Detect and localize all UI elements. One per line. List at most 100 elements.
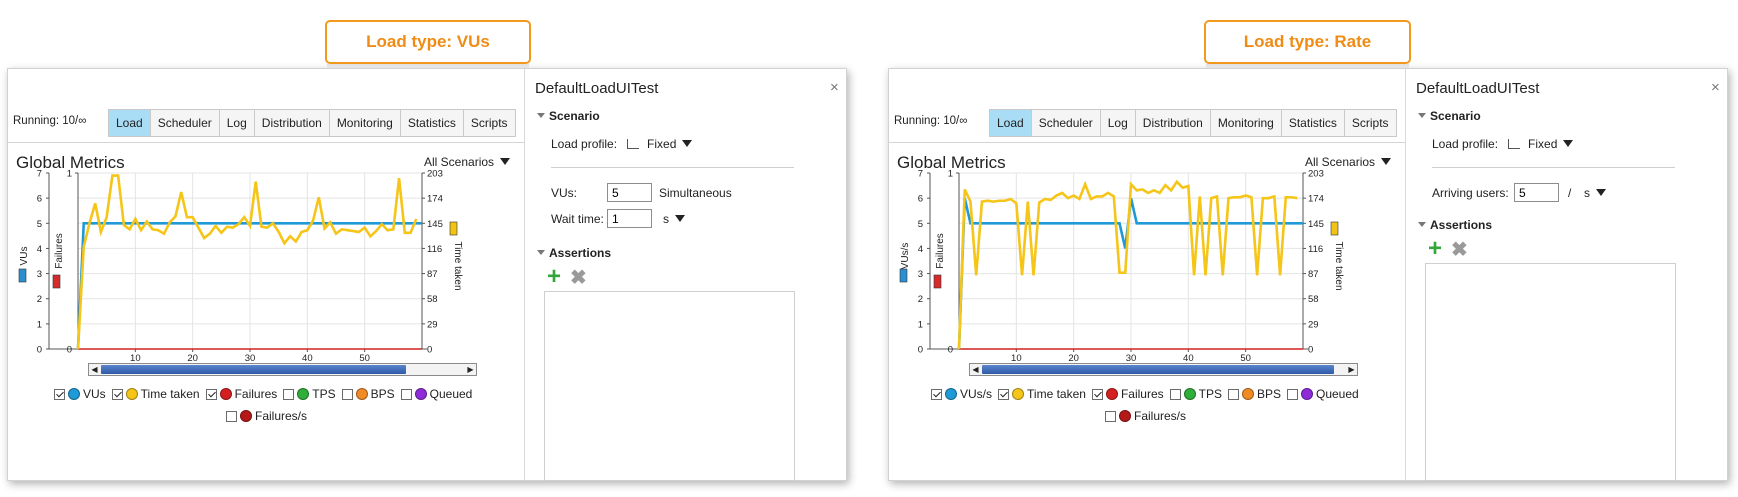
load-profile-dropdown[interactable]: Fixed [647, 137, 693, 151]
legend-failures-per-s[interactable]: Failures/s [1105, 409, 1186, 423]
metrics-title: Global Metrics [16, 153, 125, 172]
scenario-filter-dropdown[interactable]: All Scenarios [1305, 155, 1392, 169]
tab-statistics[interactable]: Statistics [1281, 110, 1345, 136]
load-profile-dropdown[interactable]: Fixed [1528, 137, 1574, 151]
arriving-unit-dropdown[interactable]: s [1584, 186, 1606, 200]
legend-failures-per-s-color-icon [1119, 410, 1131, 422]
legend-vus-per-s-color-icon [945, 388, 957, 400]
scenario-filter-dropdown[interactable]: All Scenarios [424, 155, 511, 169]
legend-failures-checkbox[interactable] [1091, 388, 1103, 400]
add-assertion-icon[interactable]: + [547, 263, 562, 290]
legend-queued[interactable]: Queued [400, 387, 472, 401]
assertions-section-label: Assertions [549, 246, 612, 260]
legend-bps-checkbox[interactable] [341, 388, 353, 400]
tab-distribution[interactable]: Distribution [254, 110, 330, 136]
legend-queued[interactable]: Queued [1286, 387, 1359, 401]
remove-assertion-icon[interactable]: ✖ [1451, 239, 1468, 261]
tab-scripts[interactable]: Scripts [1344, 110, 1396, 136]
tab-log[interactable]: Log [1100, 110, 1136, 136]
legend-failures-checkbox[interactable] [205, 388, 217, 400]
scrollbar-thumb[interactable] [982, 365, 1335, 374]
tab-log[interactable]: Log [219, 110, 255, 136]
legend-vus[interactable]: VUs [54, 387, 106, 401]
scroll-left-icon[interactable]: ◀ [91, 365, 98, 374]
legend-bps-checkbox[interactable] [1227, 388, 1239, 400]
chart-failures-tick-label: 0 [948, 345, 953, 356]
assertions-section-header[interactable]: Assertions [537, 246, 611, 260]
chart-left-tick-label: 0 [918, 345, 923, 356]
legend-failures[interactable]: Failures [1091, 387, 1164, 401]
chart-x-tick-label: 20 [1068, 353, 1079, 364]
tab-scheduler[interactable]: Scheduler [150, 110, 220, 136]
assertions-list[interactable] [544, 291, 795, 481]
legend-time-taken-color-icon [1012, 388, 1025, 400]
chart-right-tick-label: 29 [427, 319, 438, 330]
legend-failures-per-s-checkbox[interactable] [1105, 410, 1116, 422]
wait-time-input[interactable] [607, 209, 652, 228]
legend-tps[interactable]: TPS [283, 387, 336, 401]
load-profile-value: Fixed [1528, 137, 1558, 151]
legend-queued-checkbox[interactable] [400, 388, 412, 400]
dropdown-arrow-icon [1381, 158, 1392, 165]
chart-right-axis-title: Time taken [452, 241, 463, 290]
scenario-section-header[interactable]: Scenario [537, 109, 600, 123]
collapse-arrow-icon [537, 250, 545, 255]
tab-scripts[interactable]: Scripts [463, 110, 515, 136]
scroll-right-icon[interactable]: ▶ [1348, 365, 1355, 374]
tab-monitoring[interactable]: Monitoring [1210, 110, 1282, 136]
legend-bps[interactable]: BPS [1227, 387, 1281, 401]
chart-scrollbar[interactable]: ◀ ▶ [88, 363, 477, 376]
close-icon[interactable]: × [1711, 79, 1720, 96]
chart-right-tick-label: 87 [1308, 269, 1319, 280]
wait-unit-dropdown[interactable]: s [663, 212, 685, 226]
vus-input[interactable] [607, 183, 652, 202]
legend-vus-per-s-checkbox[interactable] [931, 388, 942, 400]
legend-failures-per-s[interactable]: Failures/s [226, 409, 307, 423]
scenario-settings-panel: DefaultLoadUITest × Scenario Load profil… [525, 69, 847, 481]
section-divider [551, 167, 794, 168]
legend-failures-per-s-color-icon [240, 410, 252, 422]
legend-failures-color-icon [219, 388, 232, 400]
tab-load[interactable]: Load [109, 110, 151, 136]
assertions-section-header[interactable]: Assertions [1418, 218, 1492, 232]
chart-right-tick-label: 58 [1308, 294, 1319, 305]
tab-statistics[interactable]: Statistics [400, 110, 464, 136]
legend-vus-per-s[interactable]: VUs/s [931, 387, 992, 401]
assertions-list[interactable] [1425, 263, 1676, 481]
legend-failures[interactable]: Failures [205, 387, 277, 401]
legend-time-taken[interactable]: Time taken [998, 387, 1086, 401]
chart-legend-row-2: Failures/s [1105, 409, 1192, 423]
legend-time-taken[interactable]: Time taken [111, 387, 200, 401]
legend-vus-checkbox[interactable] [54, 388, 65, 400]
legend-failures-per-s-checkbox[interactable] [226, 410, 237, 422]
legend-tps-checkbox[interactable] [1169, 388, 1181, 400]
tab-monitoring[interactable]: Monitoring [329, 110, 401, 136]
add-assertion-icon[interactable]: + [1428, 235, 1443, 262]
tab-distribution[interactable]: Distribution [1135, 110, 1211, 136]
chart-right-tick-label: 87 [427, 269, 438, 280]
legend-tps-checkbox[interactable] [283, 388, 295, 400]
chart-x-tick-label: 40 [302, 353, 313, 364]
close-icon[interactable]: × [830, 79, 839, 96]
dropdown-arrow-icon [500, 158, 511, 165]
legend-vus-label: VUs [83, 387, 106, 401]
chart-scrollbar[interactable]: ◀ ▶ [969, 363, 1358, 376]
legend-tps-color-icon [297, 388, 310, 400]
legend-tps[interactable]: TPS [1169, 387, 1222, 401]
legend-time-taken-checkbox[interactable] [998, 388, 1010, 400]
scrollbar-thumb[interactable] [101, 365, 406, 374]
tab-scheduler[interactable]: Scheduler [1031, 110, 1101, 136]
chart-failures-tick-label: 1 [948, 169, 953, 180]
chart-failures-tick-label: 0 [67, 345, 72, 356]
legend-bps[interactable]: BPS [341, 387, 395, 401]
arriving-users-separator: / [1568, 186, 1572, 200]
scenario-section-header[interactable]: Scenario [1418, 109, 1481, 123]
remove-assertion-icon[interactable]: ✖ [570, 267, 587, 289]
scroll-right-icon[interactable]: ▶ [467, 365, 474, 374]
legend-time-taken-checkbox[interactable] [111, 388, 123, 400]
legend-queued-checkbox[interactable] [1286, 388, 1298, 400]
tab-load[interactable]: Load [990, 110, 1032, 136]
scroll-left-icon[interactable]: ◀ [972, 365, 979, 374]
arriving-users-input[interactable] [1514, 183, 1559, 202]
